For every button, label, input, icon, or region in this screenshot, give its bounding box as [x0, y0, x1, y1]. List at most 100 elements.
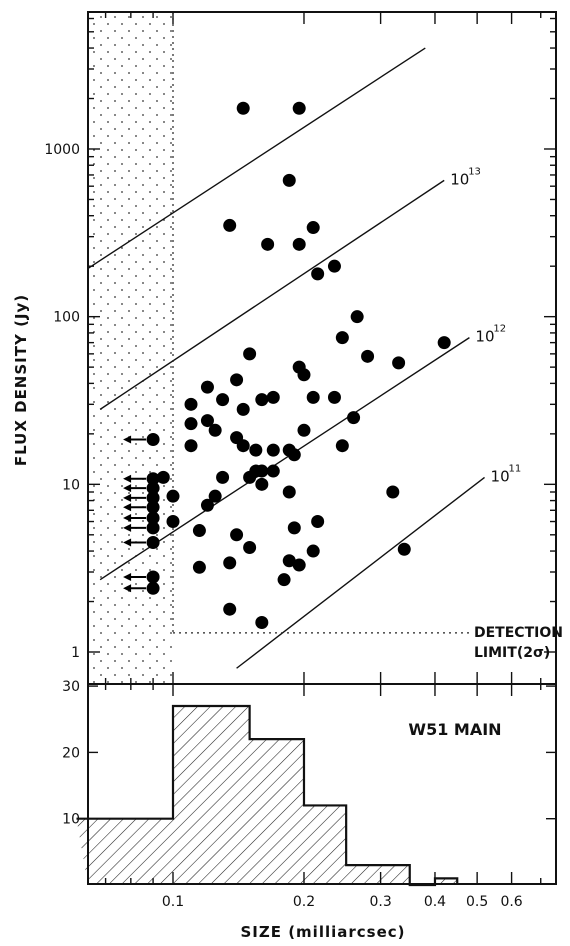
upper-limit-arrow-head — [123, 484, 132, 493]
upper-limit-point — [146, 570, 160, 584]
data-point — [243, 470, 257, 484]
histogram-panel: 10 20 30 0.1 0.2 0.3 0.4 0.5 0.6 W51 MAIN SIZE … — [62, 12, 556, 941]
data-point — [223, 602, 237, 616]
data-point — [287, 521, 301, 535]
data-point — [261, 237, 275, 251]
x-tick-label: 0.6 — [500, 894, 522, 910]
brightness-line — [99, 337, 470, 581]
y-ticks-bottom: 10 20 30 — [62, 679, 556, 828]
upper-limit-point — [146, 481, 160, 495]
brightness-lines — [88, 47, 485, 669]
upper-limit-point — [146, 433, 160, 447]
y-tick-label: 1 — [71, 645, 80, 661]
brightness-label-exponent: 11 — [509, 463, 522, 474]
detection-label: DETECTION — [474, 625, 563, 641]
data-point — [236, 402, 250, 416]
upper-limit-point — [146, 491, 160, 505]
data-point — [361, 349, 375, 363]
data-point — [184, 439, 198, 453]
data-point — [335, 331, 349, 345]
data-point — [200, 380, 214, 394]
upper-limit-arrow-head — [123, 513, 132, 522]
data-point — [200, 414, 214, 428]
x-axis-label: SIZE (milliarcsec) — [240, 923, 405, 941]
data-point — [327, 390, 341, 404]
data-point — [306, 390, 320, 404]
data-point — [255, 393, 269, 407]
y-axis-label: FLUX DENSITY (Jy) — [12, 294, 30, 466]
data-point — [255, 464, 269, 478]
brightness-label-exponent: 12 — [493, 324, 506, 335]
data-point — [243, 540, 257, 554]
y-tick-label: 20 — [62, 745, 80, 761]
data-point — [208, 423, 222, 437]
data-point — [306, 221, 320, 235]
data-point — [437, 336, 451, 350]
y-tick-label: 100 — [53, 310, 80, 326]
data-point — [255, 615, 269, 629]
data-point — [236, 439, 250, 453]
upper-limit-arrow-head — [123, 573, 132, 582]
data-points — [156, 101, 451, 629]
data-point — [386, 485, 400, 499]
data-point — [311, 515, 325, 529]
brightness-label: 10 — [450, 170, 469, 188]
data-point — [292, 101, 306, 115]
data-point — [223, 218, 237, 232]
data-point — [166, 515, 180, 529]
upper-limit-arrow-head — [123, 584, 132, 593]
x-ticks: 0.1 0.2 0.3 0.4 0.5 0.6 — [104, 12, 542, 910]
data-point — [208, 489, 222, 503]
data-point — [249, 443, 263, 457]
data-point — [192, 560, 206, 574]
data-point — [216, 470, 230, 484]
y-tick-label: 1000 — [44, 142, 80, 158]
data-point — [347, 411, 361, 425]
x-tick-label: 0.2 — [293, 894, 315, 910]
nondetection-region — [88, 12, 173, 684]
data-point — [184, 397, 198, 411]
data-point — [282, 485, 296, 499]
data-point — [282, 173, 296, 187]
brightness-label-exponent: 13 — [468, 166, 481, 177]
x-tick-label: 0.4 — [424, 894, 446, 910]
data-point — [292, 558, 306, 572]
data-point — [230, 528, 244, 542]
data-point — [311, 267, 325, 281]
x-tick-label: 0.1 — [162, 894, 184, 910]
upper-limit-point — [146, 500, 160, 514]
data-point — [392, 356, 406, 370]
detection-label-2: LIMIT(2σ) — [474, 645, 550, 661]
upper-limit-point — [146, 521, 160, 535]
upper-limit-arrow-head — [123, 474, 132, 483]
brightness-label: 10 — [475, 328, 494, 346]
upper-limit-arrow-head — [123, 435, 132, 444]
data-point — [287, 448, 301, 462]
brightness-line — [99, 179, 445, 410]
data-point — [236, 101, 250, 115]
y-tick-label: 10 — [62, 812, 80, 828]
data-point — [327, 259, 341, 273]
upper-limit-point — [146, 581, 160, 595]
y-tick-label: 30 — [62, 679, 80, 695]
data-point — [297, 368, 311, 382]
upper-limit-arrow-head — [123, 538, 132, 547]
data-point — [223, 556, 237, 570]
brightness-label: 10 — [491, 467, 510, 485]
data-point — [266, 464, 280, 478]
data-point — [282, 554, 296, 568]
data-point — [277, 573, 291, 587]
data-point — [306, 544, 320, 558]
data-point — [397, 542, 411, 556]
upper-limit-point — [146, 535, 160, 549]
data-point — [230, 373, 244, 387]
data-point — [266, 390, 280, 404]
data-point — [216, 393, 230, 407]
x-tick-label: 0.3 — [369, 894, 391, 910]
data-point — [335, 439, 349, 453]
data-point — [292, 237, 306, 251]
upper-limit-arrow-head — [123, 503, 132, 512]
